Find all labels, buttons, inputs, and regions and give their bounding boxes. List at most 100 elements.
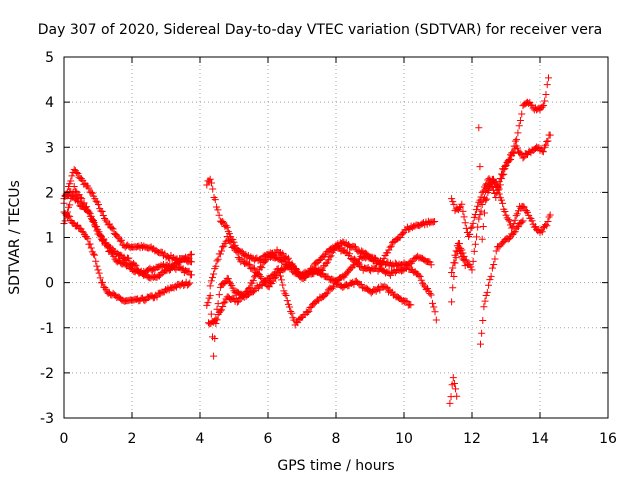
data-point bbox=[451, 259, 459, 267]
data-point bbox=[102, 216, 110, 224]
data-point bbox=[543, 222, 551, 230]
data-point bbox=[288, 309, 296, 317]
series-track-k bbox=[475, 74, 552, 243]
data-point bbox=[281, 290, 289, 298]
data-point bbox=[88, 216, 96, 224]
data-point bbox=[420, 281, 428, 289]
data-point bbox=[286, 303, 294, 311]
y-tick-label: 0 bbox=[45, 276, 54, 292]
data-point bbox=[519, 217, 527, 225]
data-point bbox=[279, 249, 287, 257]
x-tick-label: 8 bbox=[332, 431, 341, 447]
data-point bbox=[250, 264, 258, 272]
data-point bbox=[511, 216, 519, 224]
data-point bbox=[515, 122, 523, 130]
data-point bbox=[495, 185, 503, 193]
data-point bbox=[282, 292, 290, 300]
data-point bbox=[294, 268, 302, 276]
data-point bbox=[245, 285, 253, 293]
data-point bbox=[219, 243, 227, 251]
data-point bbox=[225, 278, 233, 286]
series-track-h bbox=[203, 217, 439, 360]
data-point bbox=[382, 283, 390, 291]
series-track-l bbox=[446, 374, 461, 407]
data-point bbox=[457, 250, 465, 258]
data-point bbox=[235, 297, 243, 305]
data-point bbox=[185, 267, 193, 275]
data-point bbox=[165, 266, 173, 274]
data-point bbox=[528, 217, 536, 225]
data-point bbox=[287, 308, 295, 316]
data-point bbox=[87, 212, 95, 220]
data-point bbox=[186, 279, 194, 287]
data-point bbox=[511, 228, 519, 236]
data-point bbox=[323, 289, 331, 297]
data-point bbox=[99, 212, 107, 220]
data-point bbox=[496, 181, 504, 189]
data-point bbox=[543, 81, 551, 89]
data-point bbox=[511, 137, 519, 145]
data-point bbox=[544, 218, 552, 226]
data-point bbox=[478, 329, 486, 337]
data-point bbox=[461, 219, 469, 227]
data-point bbox=[486, 276, 494, 284]
data-point bbox=[223, 223, 231, 231]
data-point bbox=[476, 211, 484, 219]
data-point bbox=[234, 254, 242, 262]
data-point bbox=[99, 278, 107, 286]
data-point bbox=[210, 270, 218, 278]
data-point bbox=[416, 272, 424, 280]
data-point bbox=[427, 291, 435, 299]
data-point bbox=[460, 256, 468, 264]
data-point bbox=[95, 269, 103, 277]
series-track-m bbox=[477, 217, 527, 348]
data-point bbox=[96, 274, 104, 282]
data-point bbox=[116, 237, 124, 245]
grid bbox=[64, 57, 608, 418]
data-point bbox=[490, 261, 498, 269]
data-point bbox=[278, 276, 286, 284]
data-point bbox=[475, 124, 483, 132]
data-point bbox=[240, 293, 248, 301]
data-point bbox=[284, 254, 292, 262]
data-point bbox=[427, 261, 435, 269]
series-track-g bbox=[205, 252, 440, 329]
data-point bbox=[497, 175, 505, 183]
data-point bbox=[322, 290, 330, 298]
y-tick-label: -3 bbox=[40, 411, 54, 427]
data-point bbox=[214, 206, 222, 214]
data-point bbox=[473, 233, 481, 241]
data-point bbox=[487, 272, 495, 280]
data-point bbox=[428, 299, 436, 307]
data-point bbox=[491, 255, 499, 263]
data-point bbox=[407, 301, 415, 309]
data-point bbox=[73, 169, 81, 177]
data-point bbox=[486, 183, 494, 191]
data-point bbox=[461, 262, 469, 270]
data-point bbox=[203, 181, 211, 189]
x-tick-label: 0 bbox=[60, 431, 69, 447]
data-point bbox=[218, 306, 226, 314]
data-point bbox=[402, 261, 410, 269]
y-tick-label: -1 bbox=[40, 321, 54, 337]
data-point bbox=[89, 250, 97, 258]
data-point bbox=[109, 225, 117, 233]
data-point bbox=[448, 298, 456, 306]
data-point bbox=[88, 189, 96, 197]
x-tick-label: 6 bbox=[264, 431, 273, 447]
data-point bbox=[514, 129, 522, 137]
x-tick-label: 14 bbox=[531, 431, 549, 447]
data-point bbox=[450, 200, 458, 208]
data-point bbox=[541, 97, 549, 105]
y-tick-label: -2 bbox=[40, 366, 54, 382]
data-point bbox=[105, 220, 113, 228]
data-point bbox=[470, 247, 478, 255]
data-point bbox=[180, 282, 188, 290]
data-point bbox=[505, 217, 513, 225]
data-point bbox=[448, 195, 456, 203]
data-point bbox=[211, 334, 219, 342]
x-tick-label: 10 bbox=[395, 431, 413, 447]
data-point bbox=[452, 254, 460, 262]
data-point bbox=[446, 399, 454, 407]
data-point bbox=[431, 308, 439, 316]
